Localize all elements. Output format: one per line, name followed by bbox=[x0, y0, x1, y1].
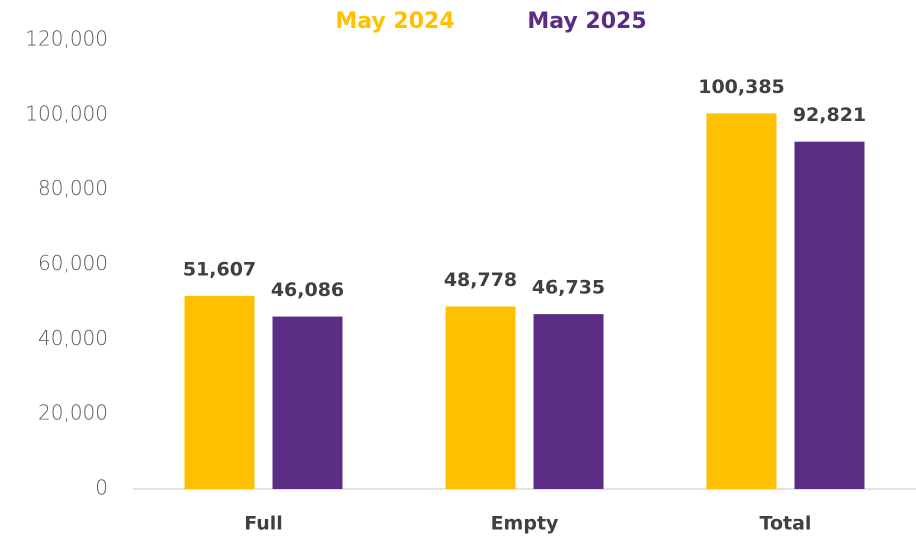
bar bbox=[272, 316, 343, 489]
value-label: 100,385 bbox=[698, 76, 785, 98]
bar bbox=[445, 306, 516, 489]
y-tick-label: 120,000 bbox=[25, 27, 108, 51]
value-label: 48,778 bbox=[444, 269, 517, 291]
bar bbox=[184, 295, 255, 489]
y-tick-label: 60,000 bbox=[38, 251, 108, 275]
y-tick-label: 100,000 bbox=[25, 101, 108, 125]
y-tick-label: 40,000 bbox=[38, 326, 108, 350]
legend-label: May 2024 bbox=[335, 9, 454, 34]
value-label: 46,086 bbox=[271, 279, 344, 301]
bar bbox=[706, 113, 777, 489]
value-label: 51,607 bbox=[183, 258, 256, 280]
value-label: 92,821 bbox=[793, 104, 866, 126]
value-label: 46,735 bbox=[532, 277, 605, 299]
x-tick-label: Full bbox=[244, 513, 283, 535]
y-tick-label: 20,000 bbox=[38, 401, 108, 425]
bar bbox=[794, 141, 865, 489]
legend-label: May 2025 bbox=[527, 9, 646, 34]
y-tick-label: 80,000 bbox=[38, 176, 108, 200]
x-tick-label: Total bbox=[760, 513, 812, 535]
x-tick-label: Empty bbox=[491, 513, 559, 535]
bar bbox=[533, 314, 604, 489]
y-tick-label: 0 bbox=[95, 476, 108, 500]
